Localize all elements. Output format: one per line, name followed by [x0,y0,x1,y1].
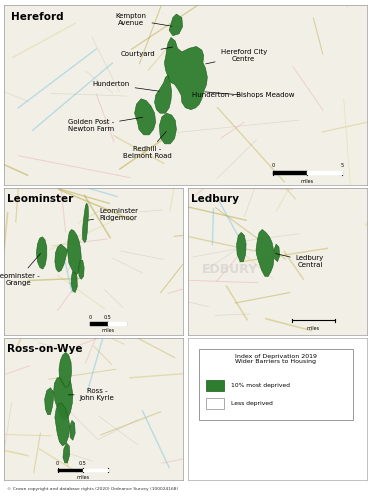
Polygon shape [164,38,207,110]
Polygon shape [71,272,77,292]
Polygon shape [70,420,75,440]
Text: Less deprived: Less deprived [231,401,273,406]
Text: miles: miles [101,328,114,334]
Polygon shape [36,237,47,269]
Text: 0: 0 [271,163,274,168]
Polygon shape [45,388,54,414]
Text: Ross-on-Wye: Ross-on-Wye [7,344,83,354]
Text: Leominster
Ridgemoor: Leominster Ridgemoor [88,208,138,222]
Bar [206,398,224,409]
Text: Golden Post -
Newton Farm: Golden Post - Newton Farm [68,118,143,132]
Text: 0: 0 [56,462,59,466]
Polygon shape [274,244,280,262]
Text: Ledbury: Ledbury [191,194,239,204]
Text: © Crown copyright and database rights (2020) Ordnance Survey (100024168): © Crown copyright and database rights (2… [7,487,178,491]
Bar [206,380,224,390]
Polygon shape [59,352,72,388]
Text: Ross -
John Kyrle: Ross - John Kyrle [68,388,114,402]
Text: Ledbury
Central: Ledbury Central [276,254,324,268]
Text: Redhill -
Belmont Road: Redhill - Belmont Road [123,132,172,160]
Text: Hunderton: Hunderton [92,82,159,91]
Text: 5: 5 [340,163,344,168]
Text: Index of Deprivation 2019
Wider Barriers to Housing: Index of Deprivation 2019 Wider Barriers… [235,354,317,364]
Text: miles: miles [76,475,89,480]
Polygon shape [55,244,68,272]
Polygon shape [159,113,177,144]
Text: miles: miles [301,179,314,184]
Text: 0.5: 0.5 [79,462,86,466]
Text: Courtyard: Courtyard [121,47,173,56]
Polygon shape [55,404,70,446]
Polygon shape [63,443,70,463]
Text: Leominster: Leominster [7,194,73,204]
Text: Kempton
Avenue: Kempton Avenue [115,13,172,26]
Text: Hunderton - Bishops Meadow: Hunderton - Bishops Meadow [193,92,295,98]
Polygon shape [78,260,84,280]
Polygon shape [169,14,183,36]
Text: 10% most deprived: 10% most deprived [231,382,290,388]
FancyBboxPatch shape [198,350,353,420]
Text: Hereford: Hereford [11,12,63,22]
Polygon shape [68,230,81,275]
Text: Hereford City
Centre: Hereford City Centre [206,49,267,64]
Polygon shape [82,203,88,242]
Text: Leominster -
Grange: Leominster - Grange [0,254,40,286]
Text: 0.5: 0.5 [104,314,112,320]
Text: EDBURY: EDBURY [202,262,258,276]
Text: miles: miles [307,326,320,330]
Polygon shape [54,378,73,420]
Polygon shape [155,76,172,113]
Text: 0: 0 [88,314,92,320]
Polygon shape [135,99,156,135]
Polygon shape [256,230,274,276]
Polygon shape [237,232,246,262]
